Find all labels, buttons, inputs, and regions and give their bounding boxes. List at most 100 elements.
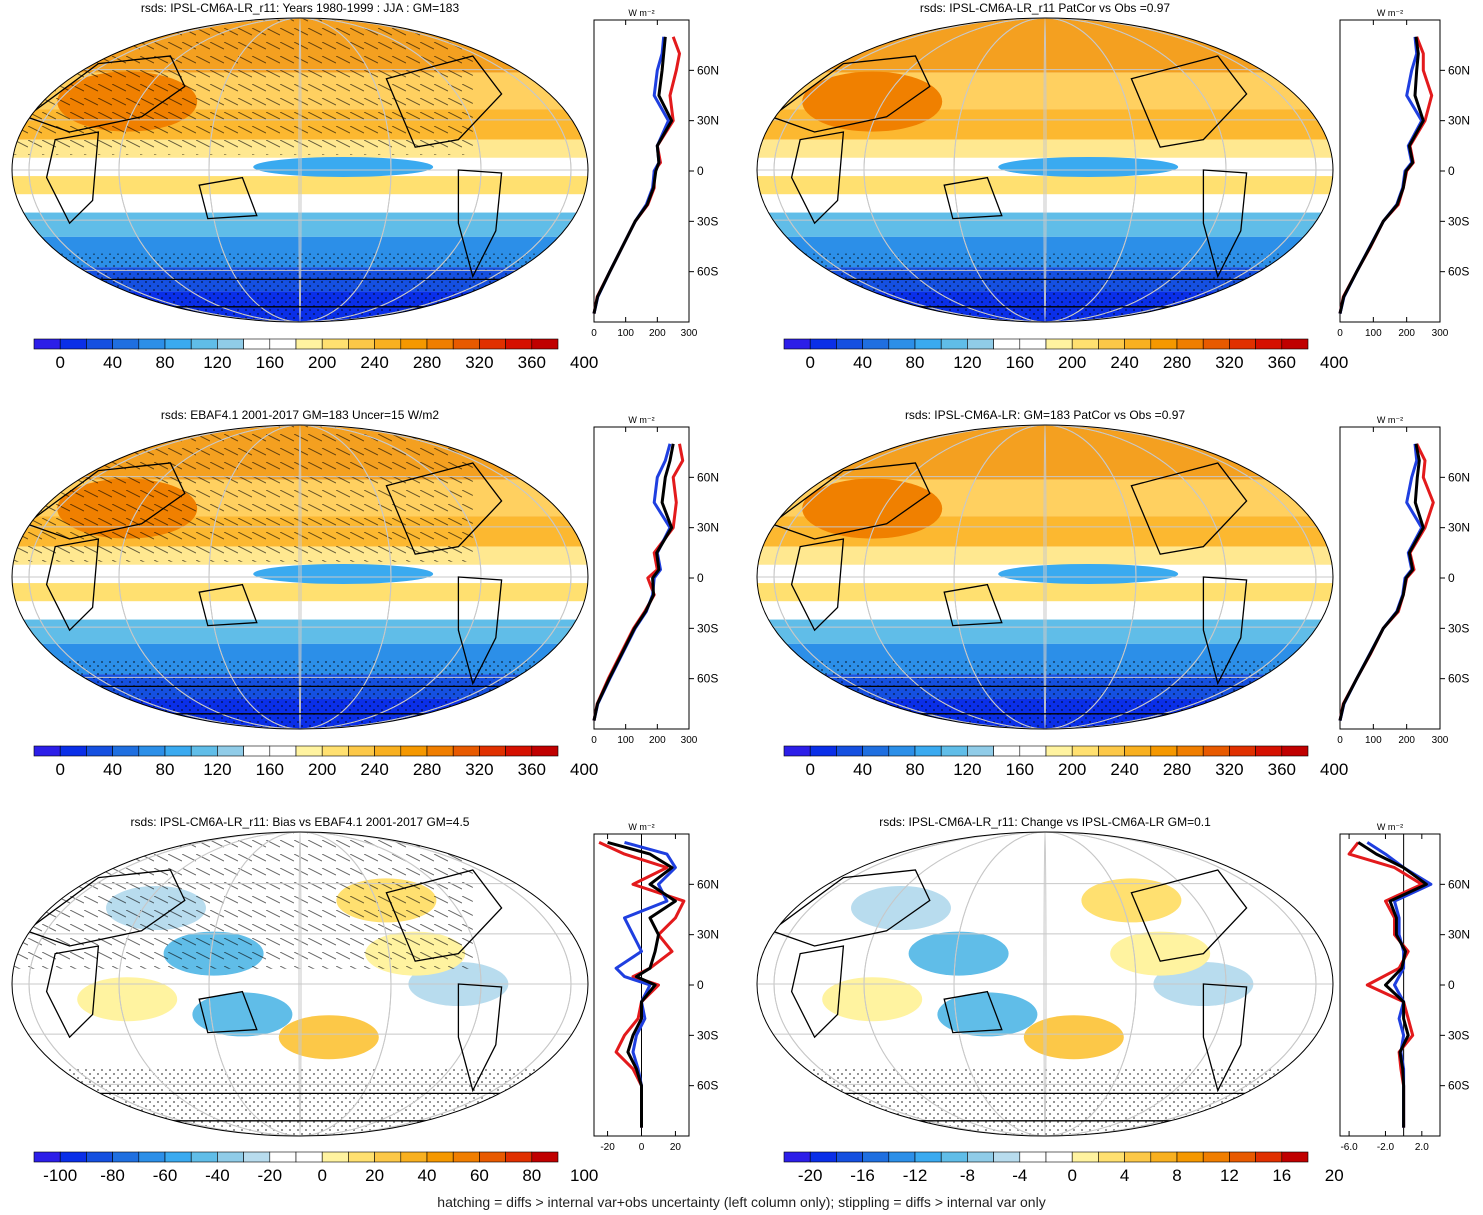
colorbar-swatch bbox=[400, 338, 428, 350]
colorbar-label: -60 bbox=[153, 1166, 178, 1185]
colorbar-swatch bbox=[374, 745, 402, 757]
colorbar-label: -20 bbox=[798, 1166, 823, 1185]
colorbar-swatch bbox=[86, 745, 113, 757]
colorbar-swatch bbox=[190, 1151, 218, 1163]
lat-tick-label: 60S bbox=[697, 1079, 718, 1093]
colorbar-label: 240 bbox=[360, 760, 388, 779]
colorbar-label: 200 bbox=[308, 353, 336, 372]
anomaly-patch bbox=[937, 992, 1038, 1037]
lat-band bbox=[12, 601, 588, 620]
colorbar: 0 40 80 120 160 200 240 280 320 360 400 bbox=[33, 745, 598, 779]
zonal-profile: W m⁻² 60N 30N 0 30S 60S 0 100 200 300 bbox=[591, 8, 719, 339]
colorbar-swatch bbox=[1255, 1151, 1283, 1163]
colorbar-swatch bbox=[217, 1151, 244, 1163]
colorbar-swatch bbox=[1229, 338, 1256, 350]
colorbar-label: 8 bbox=[1172, 1166, 1181, 1185]
panel-1: rsds: IPSL-CM6A-LR_r11: Years 1980-1999 … bbox=[11, 1, 719, 372]
colorbar-swatch bbox=[836, 338, 863, 350]
high-flux-patch bbox=[802, 71, 943, 132]
lat-tick-label: 30S bbox=[1448, 1028, 1469, 1042]
profile-unit: W m⁻² bbox=[1377, 415, 1403, 425]
colorbar-label: 320 bbox=[465, 353, 493, 372]
colorbar-swatch bbox=[374, 338, 402, 350]
coastline bbox=[770, 462, 931, 540]
colorbar-label: 280 bbox=[1163, 760, 1191, 779]
coastline bbox=[25, 869, 186, 947]
colorbar-label: 160 bbox=[256, 353, 284, 372]
colorbar-swatch bbox=[321, 745, 349, 757]
colorbar-swatch bbox=[1202, 1151, 1230, 1163]
coastline bbox=[790, 131, 845, 225]
profile-line-blue bbox=[614, 840, 677, 1128]
itcz-patch bbox=[253, 156, 434, 177]
colorbar-swatch bbox=[269, 1151, 297, 1163]
lat-tick-label: 30N bbox=[697, 114, 719, 128]
colorbar-swatch bbox=[138, 1151, 166, 1163]
colorbar-swatch bbox=[1071, 1151, 1099, 1163]
colorbar-swatch bbox=[269, 338, 297, 350]
colorbar-swatch bbox=[452, 745, 480, 757]
colorbar-label: 240 bbox=[360, 353, 388, 372]
x-tick-label: 2.0 bbox=[1415, 1142, 1429, 1153]
x-tick-label: 0 bbox=[1337, 328, 1343, 339]
map-field bbox=[12, 832, 588, 1136]
colorbar-swatch bbox=[531, 338, 559, 350]
lat-band bbox=[757, 425, 1333, 480]
colorbar-swatch bbox=[967, 1151, 994, 1163]
colorbar-label: 0 bbox=[55, 353, 64, 372]
colorbar-label: 160 bbox=[1006, 353, 1034, 372]
lat-tick-label: 60S bbox=[1448, 265, 1469, 279]
colorbar-swatch bbox=[914, 338, 942, 350]
colorbar-swatch bbox=[217, 745, 244, 757]
colorbar-swatch bbox=[243, 338, 271, 350]
colorbar: 0 40 80 120 160 200 240 280 320 360 400 bbox=[783, 338, 1348, 372]
coastline bbox=[198, 990, 258, 1034]
colorbar-swatch bbox=[888, 745, 916, 757]
x-tick-label: 300 bbox=[681, 735, 698, 746]
colorbar-swatch bbox=[426, 1151, 454, 1163]
zonal-profile: W m⁻² 60N 30N 0 30S 60S -6.0 -2.0 2.0 bbox=[1339, 822, 1470, 1153]
lat-tick-label: 0 bbox=[697, 978, 704, 992]
colorbar-label: -8 bbox=[960, 1166, 975, 1185]
zonal-profile: W m⁻² 60N 30N 0 30S 60S 0 100 200 300 bbox=[1337, 8, 1470, 339]
lat-tick-label: 0 bbox=[697, 571, 704, 585]
coastline bbox=[770, 869, 931, 947]
panel-title: rsds: IPSL-CM6A-LR_r11: Change vs IPSL-C… bbox=[879, 815, 1211, 829]
colorbar-label: -12 bbox=[903, 1166, 928, 1185]
lat-tick-label: 0 bbox=[1448, 571, 1455, 585]
coastline bbox=[770, 55, 931, 133]
colorbar-swatch bbox=[888, 1151, 916, 1163]
colorbar-swatch bbox=[59, 1151, 87, 1163]
colorbar-swatch bbox=[1124, 1151, 1152, 1163]
colorbar-swatch bbox=[862, 745, 890, 757]
colorbar-label: 400 bbox=[1320, 760, 1348, 779]
colorbar-label: 240 bbox=[1110, 760, 1138, 779]
lat-tick-label: 30S bbox=[1448, 214, 1469, 228]
meridian-line bbox=[863, 425, 1227, 729]
profile-line-black bbox=[1338, 443, 1425, 721]
colorbar-swatch bbox=[295, 1151, 323, 1163]
colorbar-swatch bbox=[531, 1151, 559, 1163]
colorbar-swatch bbox=[1281, 1151, 1309, 1163]
colorbar-swatch bbox=[836, 1151, 863, 1163]
colorbar-swatch bbox=[1045, 338, 1073, 350]
colorbar-swatch bbox=[1281, 338, 1309, 350]
colorbar-label: 80 bbox=[522, 1166, 541, 1185]
colorbar-swatch bbox=[348, 1151, 375, 1163]
colorbar-label: -16 bbox=[850, 1166, 875, 1185]
colorbar-swatch bbox=[86, 338, 113, 350]
colorbar-label: 60 bbox=[470, 1166, 489, 1185]
colorbar-label: 120 bbox=[203, 760, 231, 779]
coastline bbox=[1202, 983, 1248, 1093]
coastline bbox=[198, 583, 258, 627]
stipple-overlay bbox=[757, 1067, 1333, 1136]
colorbar-label: -80 bbox=[100, 1166, 125, 1185]
coastline bbox=[45, 945, 100, 1039]
meridian-line bbox=[953, 832, 1137, 1136]
colorbar-swatch bbox=[1124, 338, 1152, 350]
stipple-overlay bbox=[12, 660, 588, 729]
colorbar-swatch bbox=[505, 338, 533, 350]
panel-title: rsds: IPSL-CM6A-LR_r11: Bias vs EBAF4.1 … bbox=[131, 815, 470, 829]
lat-band bbox=[12, 583, 588, 602]
colorbar-swatch bbox=[1071, 338, 1099, 350]
